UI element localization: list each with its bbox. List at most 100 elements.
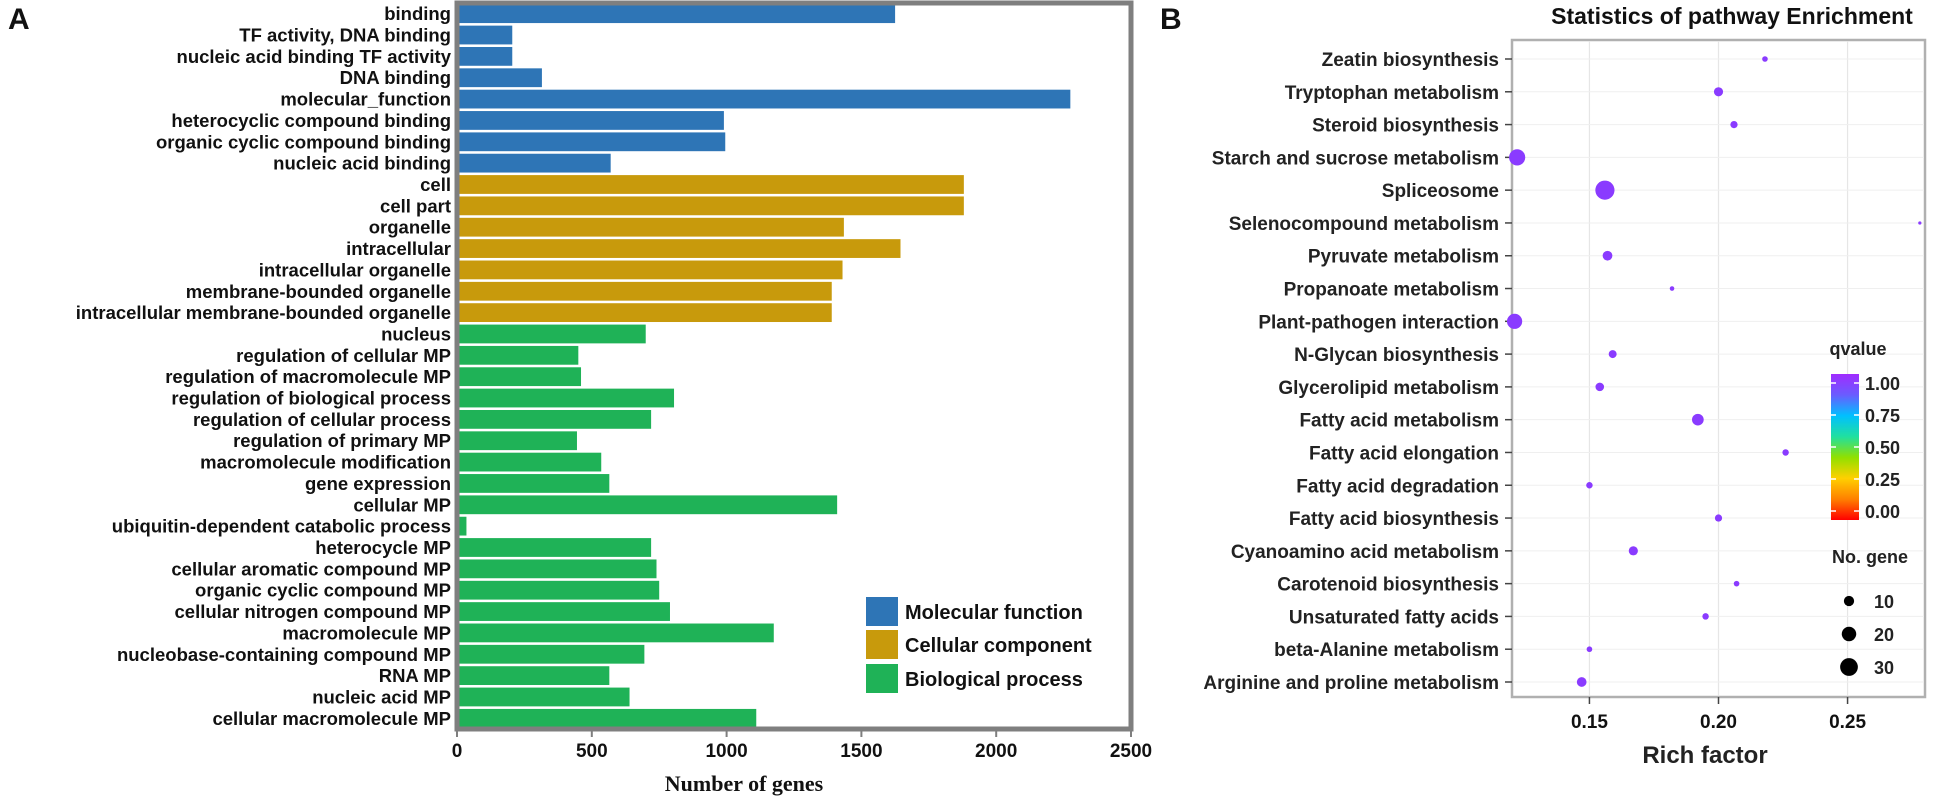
bubble-point [1608,350,1617,359]
colorbar-label: 0.50 [1865,438,1900,458]
pathway-label: Fatty acid biosynthesis [1289,509,1499,530]
legend-swatch-2 [866,664,898,693]
pathway-label: Pyruvate metabolism [1308,247,1499,268]
bar-category-label: heterocyclic compound binding [171,110,451,131]
bar-category-label: nucleic acid binding TF activity [177,46,452,67]
bar-chart-x-axis-title: Number of genes [665,771,824,796]
bubble-point [1586,646,1593,653]
bar-category-label: regulation of cellular process [193,409,451,430]
bar-x-tick-label: 2000 [975,741,1017,762]
bar-category-label: intracellular [346,238,451,259]
bar-x-tick-label: 0 [452,741,463,762]
colorbar-label: 0.00 [1865,502,1900,522]
bar-category-label: molecular_function [280,89,451,110]
size-legend-dot [1843,595,1855,607]
bar-category-label: intracellular organelle [259,259,451,280]
bar-24 [457,516,467,536]
bubble-point [1762,56,1768,62]
bar-category-label: cellular MP [353,494,451,515]
bubble-point [1628,546,1638,556]
bubble-point [1918,221,1922,225]
pathway-label: Fatty acid metabolism [1299,411,1499,432]
pathway-label: beta-Alanine metabolism [1274,640,1499,661]
bubble-x-tick-label: 0.20 [1700,712,1737,733]
bar-category-label: regulation of cellular MP [236,345,451,366]
bubble-point [1595,180,1615,200]
bar-x-tick-label: 2500 [1110,741,1152,762]
bar-category-label: cellular macromolecule MP [212,708,451,729]
size-legend-dot [1841,626,1857,642]
bar-chart-frame [454,0,1134,732]
colorbar-label: 0.75 [1865,406,1900,426]
bar-21 [457,452,602,472]
bar-31 [457,666,610,686]
size-legend-dot [1840,658,1858,676]
pathway-label: Plant-pathogen interaction [1258,312,1499,333]
pathway-label: Zeatin biosynthesis [1322,50,1499,71]
colorbar-label: 0.25 [1865,470,1900,490]
bar-19 [457,409,652,429]
gene-count-legend-title: No. gene [1832,547,1908,567]
bar-4 [457,89,1071,109]
pathway-label: Tryptophan metabolism [1285,83,1499,104]
pathway-label: Carotenoid biosynthesis [1277,575,1499,596]
bar-category-label: intracellular membrane-bounded organelle [76,302,451,323]
bar-2 [457,46,513,66]
qvalue-legend-title: qvalue [1829,339,1886,359]
bar-11 [457,239,901,258]
size-legend-label: 30 [1874,658,1894,678]
bubble-point [1782,449,1789,456]
bar-7 [457,153,611,173]
legend-label: Molecular function [905,602,1083,624]
bar-category-label: cell [420,174,451,195]
bar-13 [457,281,832,301]
bubble-point [1730,120,1738,129]
legend-label: Cellular component [905,635,1092,657]
bubble-point [1713,87,1724,97]
bubble-point [1702,613,1709,620]
bar-33 [457,708,757,728]
size-legend-label: 20 [1874,625,1894,645]
legend-swatch-1 [866,630,898,659]
bar-category-label: nucleic acid MP [312,686,451,707]
bar-18 [457,388,675,408]
size-legend-label: 10 [1874,592,1894,612]
pathway-label: Selenocompound metabolism [1229,214,1499,235]
pathway-label: Fatty acid elongation [1309,443,1499,464]
bubble-point [1714,514,1723,522]
bar-12 [457,260,843,280]
bar-5 [457,111,724,130]
bar-category-label: nucleus [381,323,451,344]
bar-27 [457,580,660,600]
bar-category-label: nucleobase-containing compound MP [117,644,451,665]
bar-category-label: cellular aromatic compound MP [171,558,451,579]
pathway-label: Fatty acid degradation [1296,476,1499,497]
bar-8 [457,175,964,194]
bubble-chart-x-axis-title: Rich factor [1642,742,1767,769]
bar-1 [457,25,513,45]
pathway-label: Unsaturated fatty acids [1289,607,1499,628]
bar-category-label: membrane-bounded organelle [186,281,451,302]
bar-category-label: macromolecule modification [200,452,451,473]
bubble-point [1509,149,1526,166]
bar-9 [457,196,964,216]
bar-28 [457,602,670,621]
bubble-chart-title: Statistics of pathway Enrichment [1551,3,1913,29]
bubble-point [1602,250,1613,261]
bar-0 [457,4,896,24]
bar-x-tick-label: 1000 [705,741,747,762]
bar-category-label: regulation of biological process [171,388,451,409]
bar-category-label: DNA binding [340,67,451,88]
bubble-chart-panel: Zeatin biosynthesis Tryptophan metabolism… [1203,38,1927,733]
bar-25 [457,538,652,557]
bar-32 [457,687,630,707]
bar-category-label: ubiquitin-dependent catabolic process [112,516,451,537]
bar-26 [457,559,657,579]
bar-category-label: nucleic acid binding [273,153,451,174]
bar-15 [457,324,646,344]
bar-category-label: binding [384,3,451,24]
colorbar-label: 1.00 [1865,374,1900,394]
bar-22 [457,474,610,493]
bar-23 [457,495,838,515]
